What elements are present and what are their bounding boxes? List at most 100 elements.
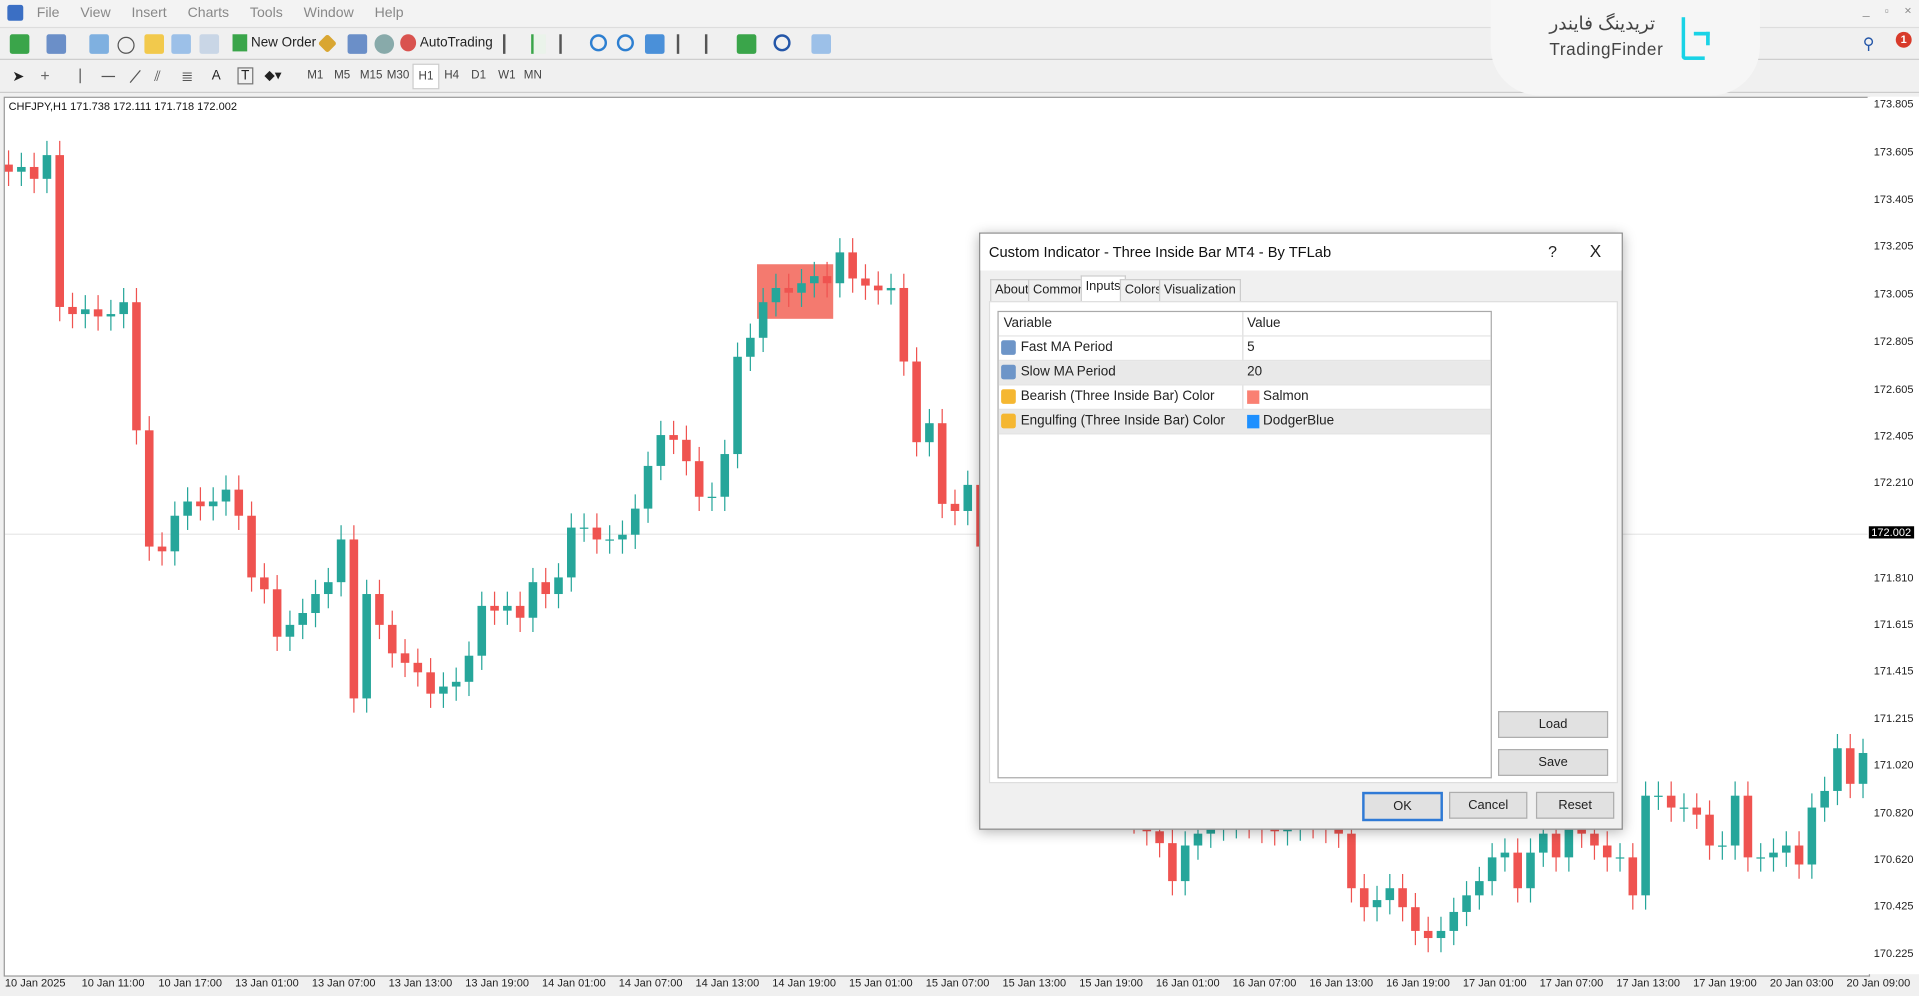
bullish-candle — [925, 423, 934, 443]
text-icon[interactable]: A — [211, 68, 221, 84]
inputs-table: Variable Value Fast MA Period 5 Slow MA … — [997, 310, 1492, 779]
help-button[interactable]: ? — [1548, 242, 1558, 261]
vertical-line-icon[interactable] — [79, 68, 81, 84]
bullish-candle — [810, 276, 819, 284]
favorites-icon[interactable] — [144, 34, 164, 54]
timeframe-m30[interactable]: M30 — [386, 68, 410, 82]
menu-tools[interactable]: Tools — [249, 6, 283, 21]
table-row[interactable]: Engulfing (Three Inside Bar) Color Dodge… — [998, 409, 1491, 435]
menu-help[interactable]: Help — [374, 6, 404, 21]
cancel-button[interactable]: Cancel — [1449, 791, 1528, 819]
indicators-icon[interactable] — [736, 34, 757, 54]
tab-common[interactable]: Common — [1028, 279, 1090, 302]
notification-badge[interactable]: 1 — [1895, 31, 1912, 48]
timeframe-w1[interactable]: W1 — [498, 68, 516, 82]
signals-icon[interactable] — [347, 34, 368, 54]
bearish-candle — [822, 276, 832, 284]
fibonacci-icon[interactable]: ≣ — [181, 67, 194, 85]
time-tick-label: 15 Jan 19:00 — [1079, 976, 1143, 989]
row-value[interactable]: 5 — [1247, 340, 1255, 355]
chart-shift-icon[interactable] — [676, 34, 692, 54]
close-window-button[interactable]: × — [1904, 4, 1912, 19]
timeframe-m5[interactable]: M5 — [334, 68, 351, 82]
load-button[interactable]: Load — [1498, 711, 1609, 738]
bearish-candle — [669, 435, 678, 440]
timeframe-d1[interactable]: D1 — [471, 68, 487, 82]
menu-file[interactable]: File — [36, 6, 60, 21]
tab-about[interactable]: About — [990, 279, 1034, 302]
table-row[interactable]: Bearish (Three Inside Bar) Color Salmon — [998, 386, 1491, 410]
profiles-icon[interactable] — [46, 34, 67, 54]
auto-scroll-icon[interactable] — [704, 34, 720, 54]
search-icon[interactable]: ⚲ — [1862, 34, 1875, 53]
zoom-in-icon[interactable] — [589, 34, 608, 52]
time-tick-label: 20 Jan 09:00 — [1846, 976, 1911, 989]
save-button[interactable]: Save — [1498, 749, 1609, 776]
table-row[interactable]: Slow MA Period 20 — [998, 361, 1491, 386]
ok-button[interactable]: OK — [1362, 791, 1443, 822]
bearish-candle — [1628, 857, 1638, 896]
reset-button[interactable]: Reset — [1535, 791, 1615, 819]
row-value[interactable]: Salmon — [1263, 389, 1309, 404]
timeframe-m15[interactable]: M15 — [359, 68, 383, 82]
row-value[interactable]: 20 — [1247, 364, 1263, 380]
line-chart-icon[interactable] — [559, 34, 574, 54]
bearish-candle — [426, 672, 435, 694]
channel-icon[interactable]: ⫽ — [154, 67, 161, 85]
trendline-icon[interactable] — [129, 70, 141, 83]
price-tick-label: 173.405 — [1873, 192, 1914, 206]
tile-windows-icon[interactable] — [644, 34, 665, 54]
bullish-candle — [1756, 857, 1765, 859]
terminal-icon[interactable] — [171, 34, 191, 54]
timeframe-m1[interactable]: M1 — [307, 68, 324, 82]
bullish-candle — [797, 283, 806, 293]
bar-chart-icon[interactable] — [503, 34, 518, 54]
time-tick-label: 17 Jan 13:00 — [1616, 976, 1681, 989]
price-tick-label: 171.810 — [1873, 571, 1914, 584]
market-icon[interactable] — [374, 34, 395, 54]
new-chart-icon[interactable] — [9, 34, 30, 54]
zoom-out-icon[interactable] — [616, 34, 634, 52]
templates-icon[interactable] — [811, 34, 832, 54]
time-tick-label: 16 Jan 07:00 — [1232, 976, 1297, 989]
navigator-crosshair-icon[interactable] — [117, 36, 135, 54]
row-value[interactable]: DodgerBlue — [1263, 413, 1335, 429]
menu-window[interactable]: Window — [303, 6, 354, 21]
timeframe-mn[interactable]: MN — [523, 68, 542, 82]
bullish-candle — [81, 309, 90, 315]
market-watch-icon[interactable] — [89, 34, 109, 54]
timeframe-h1[interactable]: H1 — [412, 63, 440, 90]
text-label-icon[interactable]: T — [237, 67, 254, 85]
bullish-candle — [170, 515, 180, 552]
autotrading-button[interactable]: AutoTrading — [400, 34, 493, 52]
restore-button[interactable]: ▫ — [1884, 4, 1889, 18]
tab-inputs[interactable]: Inputs — [1080, 275, 1126, 302]
candlestick-chart-icon[interactable] — [531, 34, 546, 54]
shapes-icon[interactable]: ◆▾ — [264, 68, 282, 84]
time-tick-label: 14 Jan 01:00 — [542, 976, 606, 989]
close-dialog-button[interactable]: X — [1589, 241, 1602, 261]
horizontal-line-icon[interactable] — [101, 75, 116, 78]
tab-colors[interactable]: Colors — [1119, 279, 1167, 302]
time-tick-label: 15 Jan 13:00 — [1002, 976, 1067, 989]
strategy-tester-icon[interactable] — [199, 34, 220, 54]
menu-insert[interactable]: Insert — [131, 6, 167, 21]
tradingfinder-logo: تریدینگ فایندر TradingFinder — [1490, 0, 1760, 96]
price-axis[interactable]: 173.805 173.605 173.405 173.205 173.005 172.8… — [1867, 96, 1919, 975]
tab-visualization[interactable]: Visualization — [1158, 279, 1241, 302]
table-row[interactable]: Fast MA Period 5 — [998, 337, 1491, 362]
bullish-candle — [771, 287, 781, 303]
bullish-candle — [451, 681, 461, 687]
periods-clock-icon[interactable] — [773, 34, 791, 52]
time-tick-label: 16 Jan 19:00 — [1386, 976, 1450, 989]
bearish-candle — [1577, 826, 1586, 834]
minimize-button[interactable]: _ — [1862, 4, 1870, 19]
bearish-candle — [1794, 845, 1804, 865]
cursor-icon[interactable]: ➤ — [12, 67, 25, 85]
new-order-button[interactable]: New Order — [232, 34, 316, 52]
timeframe-h4[interactable]: H4 — [444, 68, 460, 82]
metaeditor-icon[interactable] — [317, 33, 337, 53]
crosshair-icon[interactable]: + — [40, 66, 50, 85]
menu-charts[interactable]: Charts — [187, 6, 230, 21]
menu-view[interactable]: View — [80, 6, 111, 21]
